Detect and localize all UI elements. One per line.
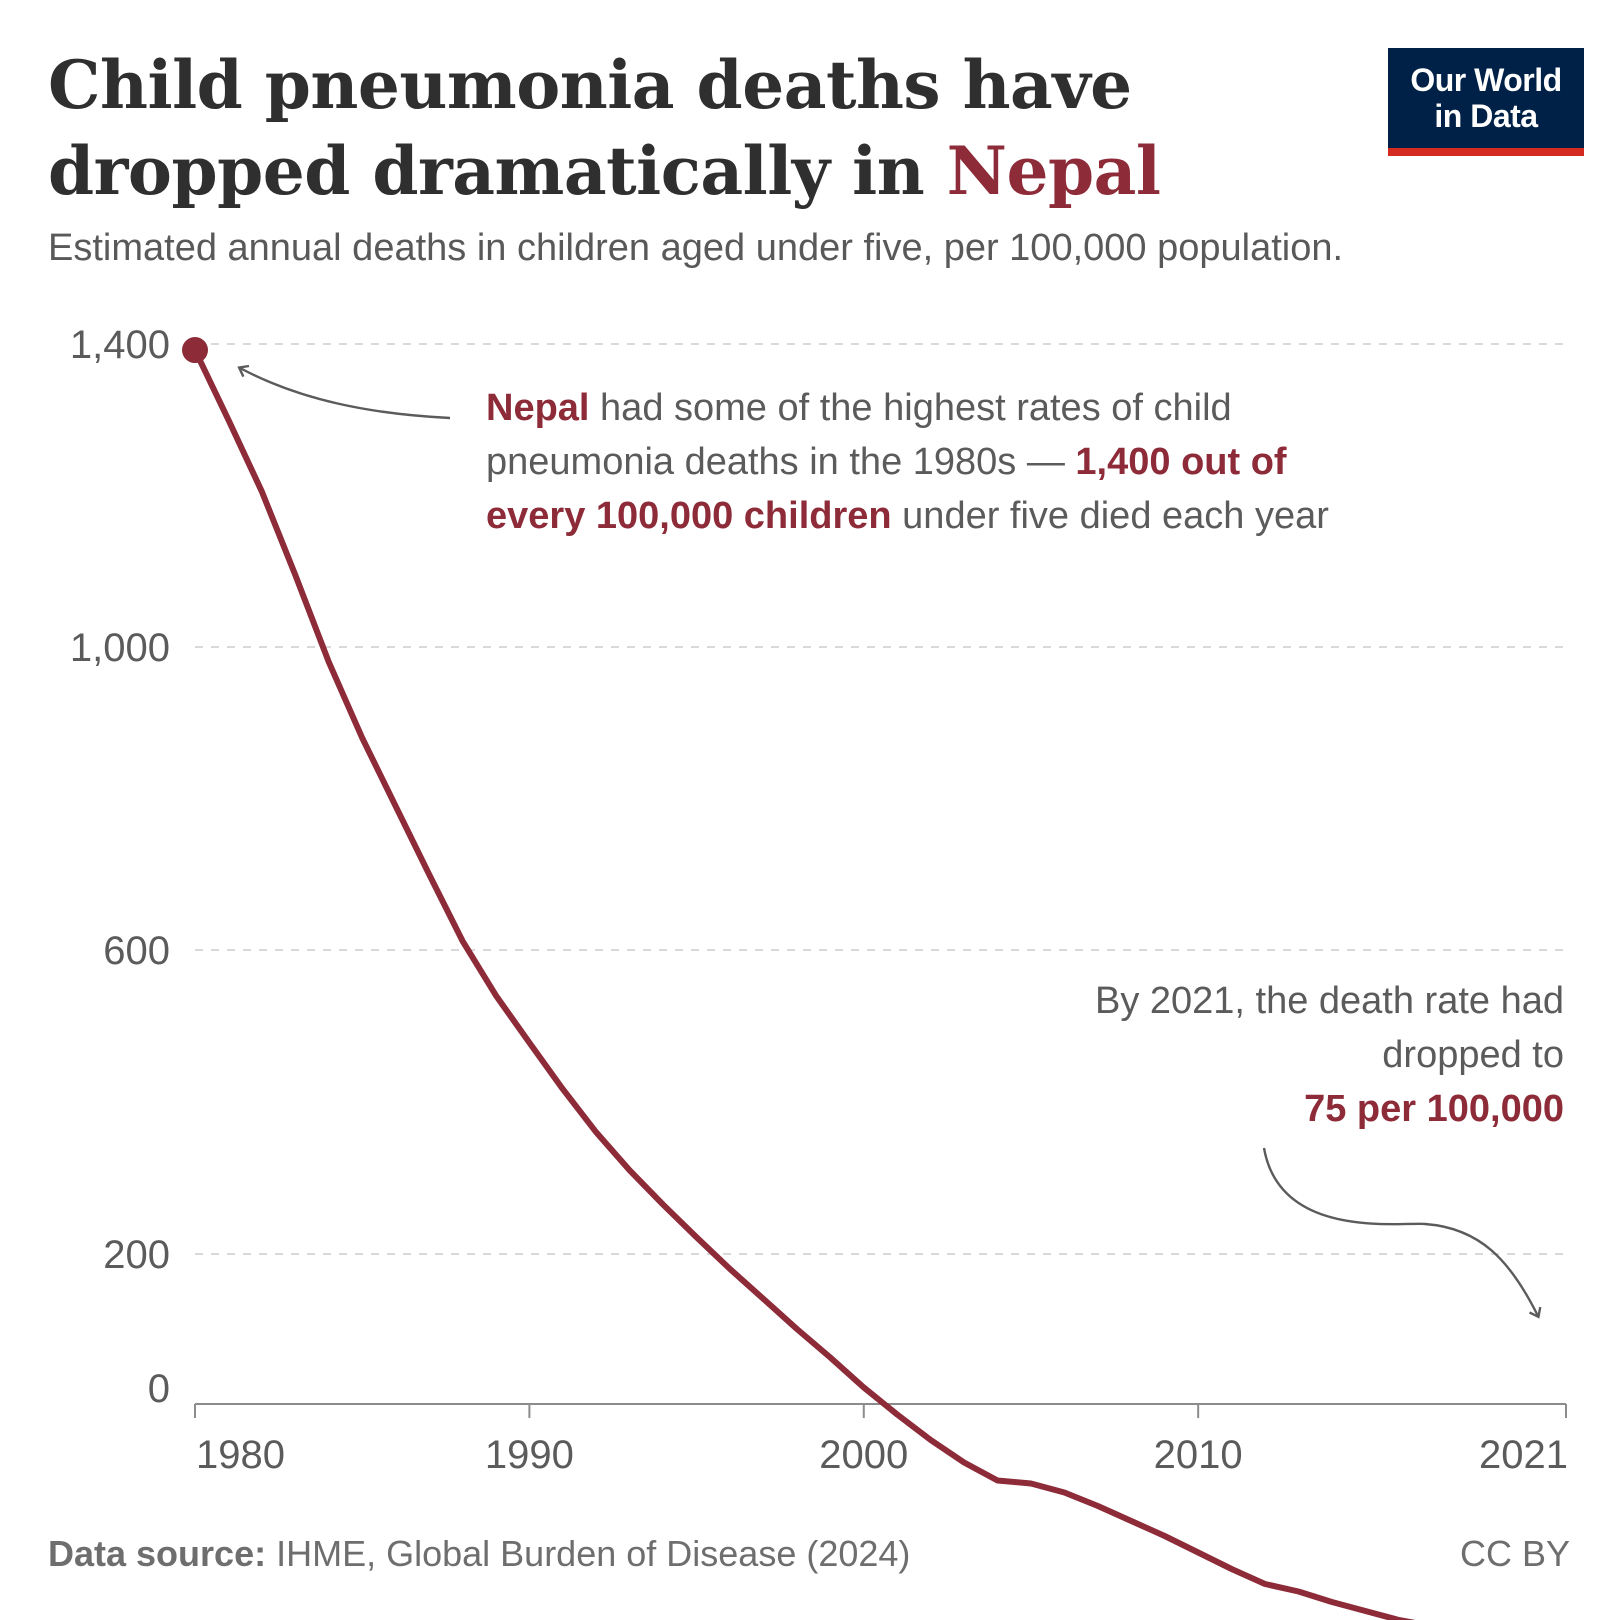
series-line-nepal [192, 347, 1416, 1620]
x-axis: 1980 1990 2000 2010 2021 [194, 1403, 1568, 1477]
annotation-value-2021: 75 per 100,000 [1304, 1088, 1564, 1130]
annotation-arrow-bottom [1262, 1147, 1542, 1319]
grid-lines [195, 343, 1566, 1255]
y-tick-label-200: 200 [103, 1233, 170, 1277]
annotation-arrow-top [237, 364, 451, 420]
license-link[interactable]: CC BY [1459, 1533, 1570, 1574]
annotation-text-2: under five died each year [902, 495, 1329, 537]
y-tick-label-1400: 1,400 [70, 323, 170, 367]
logo-line-1: Our World [1410, 62, 1562, 98]
annotation-text-1: had some of the highest rates of child p… [486, 387, 1232, 483]
annotation-country: Nepal [486, 387, 590, 429]
annotation-2021: By 2021, the death rate had dropped to 75… [1060, 974, 1564, 1136]
title-country: Nepal [946, 132, 1161, 210]
x-tick-label-1980: 1980 [196, 1433, 285, 1477]
annotation-value-1980: 1,400 out of every 100,000 children [486, 441, 1287, 537]
annotation-1980: Nepal had some of the highest rates of c… [486, 381, 1386, 543]
x-tick-label-2010: 2010 [1154, 1433, 1243, 1477]
x-tick-label-2021: 2021 [1479, 1433, 1568, 1477]
y-axis: 0 200 600 1,000 1,400 [70, 323, 170, 1411]
x-tick-label-2000: 2000 [819, 1433, 908, 1477]
chart-subtitle: Estimated annual deaths in children aged… [48, 227, 1344, 269]
logo-line-2: in Data [1434, 98, 1538, 134]
title-text: Child pneumonia deaths have dropped dram… [48, 46, 1132, 210]
owid-logo[interactable]: Our World in Data [1388, 48, 1584, 156]
y-tick-label-0: 0 [148, 1367, 170, 1411]
y-tick-label-600: 600 [103, 929, 170, 973]
x-tick-label-1990: 1990 [485, 1433, 574, 1477]
data-source-label: Data source: [48, 1533, 267, 1574]
chart-title: Child pneumonia deaths have dropped dram… [48, 42, 1348, 214]
annotation-text-3: By 2021, the death rate had dropped to [1094, 980, 1564, 1076]
data-source: Data source: IHME, Global Burden of Dise… [48, 1532, 910, 1576]
series-nepal [182, 337, 1416, 1620]
y-tick-label-1000: 1,000 [70, 626, 170, 670]
data-source-text: IHME, Global Burden of Disease (2024) [276, 1533, 911, 1574]
data-point-1980 [182, 337, 208, 364]
